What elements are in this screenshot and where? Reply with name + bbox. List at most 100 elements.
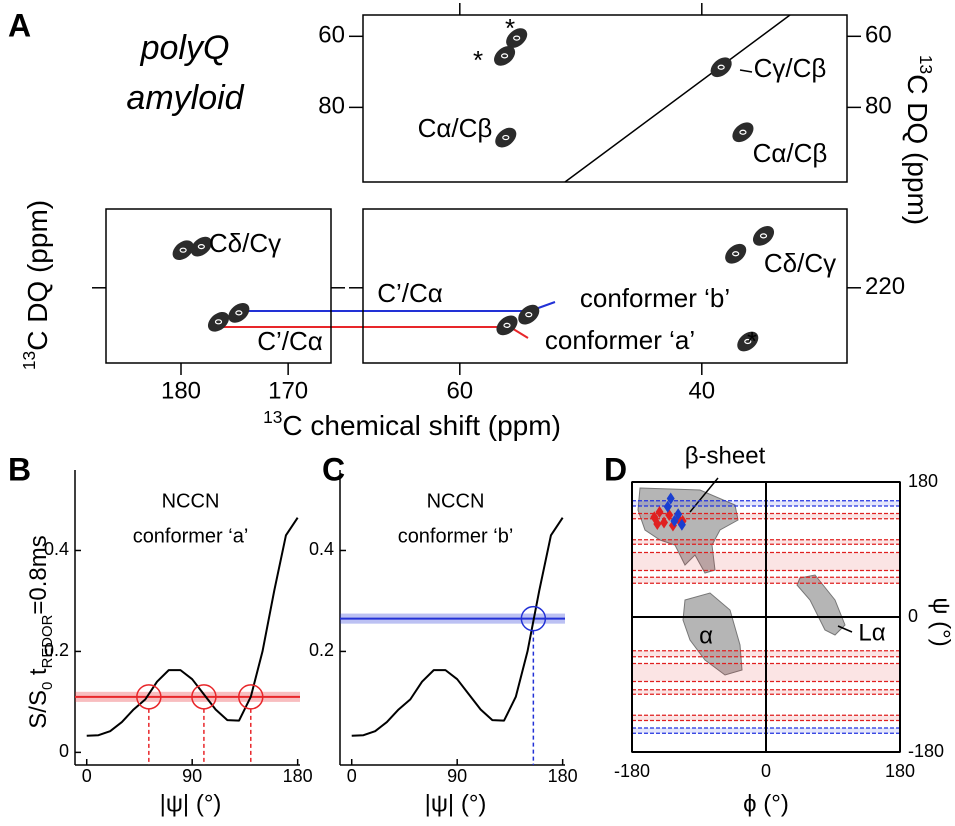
x-tick-label: 0: [82, 766, 92, 786]
peak-core: [214, 319, 223, 325]
peak-annotation: conformer ‘a’: [545, 325, 695, 355]
peak-core: [744, 338, 752, 345]
y-tick-label: 0.2: [309, 640, 334, 660]
peak-annotation: C’/Cα: [377, 278, 443, 308]
peak-core: [500, 53, 509, 59]
contour-peaks: [494, 28, 754, 148]
y-axis-label: S/S0 tREDOR=0.8ms: [25, 535, 56, 728]
y-axis-label-part: C DQ (ppm): [22, 200, 53, 351]
x-axis-label-part: C chemical shift (ppm): [282, 410, 561, 441]
peak-core: [717, 64, 725, 70]
peak-core: [513, 35, 521, 41]
peak-annotation: *: [505, 13, 515, 43]
x-tick-label: 180: [161, 377, 201, 404]
diamond: [665, 509, 674, 521]
peak: [494, 46, 516, 66]
x-axis-label-part: 13: [263, 407, 282, 427]
plot-frame: [362, 208, 848, 364]
contour-peaks: [172, 236, 250, 332]
panel-title: conformer ‘a’: [133, 525, 249, 547]
y-tick-label: 80: [865, 93, 892, 120]
x-axis-label: |ψ| (°): [160, 790, 222, 817]
peak-core: [197, 244, 205, 250]
y-axis-label-part: S/S: [25, 690, 52, 729]
diagonal-line: [564, 14, 791, 183]
region-label: Lα: [858, 619, 885, 646]
y-axis-label: ψ (°): [928, 597, 955, 646]
peak: [207, 311, 230, 332]
peak: [752, 226, 775, 246]
y-tick-label: 0.2: [44, 640, 69, 660]
x-tick-label: 180: [283, 766, 313, 786]
peak-annotation: *: [747, 326, 757, 356]
solution-circle: [191, 684, 217, 710]
peak: [506, 28, 528, 48]
alpha-region: [682, 592, 743, 676]
peak-annotation: Cδ/Cγ: [209, 228, 281, 258]
x-tick-label: 90: [182, 766, 202, 786]
y-axis-label-part: 13: [916, 55, 936, 74]
y-axis-label: 13C DQ (ppm): [19, 200, 54, 370]
diamond: [674, 508, 683, 521]
x-axis-label: |ψ| (°): [425, 790, 487, 817]
y-axis-label-part: 0: [40, 682, 56, 690]
diamond: [653, 518, 662, 530]
peak: [710, 57, 732, 78]
plot-frame: [362, 14, 848, 183]
x-tick-label: 40: [688, 377, 715, 404]
y-axis-label-part: =0.8ms: [25, 535, 52, 614]
panel-letter: B: [8, 451, 31, 487]
panel-letter: C: [322, 451, 345, 487]
y-tick-label: 0.4: [309, 539, 334, 559]
plot-frame: [105, 208, 332, 364]
y-axis-label-part: REDOR: [40, 614, 56, 668]
peak: [495, 127, 517, 148]
panel-title: amyloid: [126, 79, 244, 117]
diamond: [677, 518, 686, 531]
diamond: [663, 500, 672, 513]
peak-core: [179, 247, 187, 253]
solution-circle: [520, 605, 547, 632]
y-axis-label-part: C DQ (ppm): [902, 74, 933, 225]
peak-core: [759, 233, 768, 239]
x-axis-label: ϕ (°): [743, 790, 789, 817]
contour-peaks: [496, 226, 775, 352]
x-tick-label: 0: [761, 761, 771, 781]
x-tick-label: 90: [447, 766, 467, 786]
plot-frame: [631, 481, 901, 753]
panel-title: NCCN: [162, 490, 220, 512]
diamond: [666, 492, 675, 505]
x-axis-label: 13C chemical shift (ppm): [263, 407, 561, 442]
y-axis-label-part: t: [25, 668, 52, 682]
x-tick-label: 180: [885, 761, 915, 781]
peak-annotation: Cα/Cβ: [418, 113, 493, 143]
panel-title: polyQ: [140, 29, 230, 67]
y-tick-label: 0: [908, 606, 918, 626]
x-tick-label: -180: [614, 761, 650, 781]
peak-annotation: *: [473, 45, 483, 75]
y-axis-label-part: 13: [19, 351, 39, 370]
panel-title: conformer ‘b’: [398, 525, 514, 547]
peak-core: [739, 129, 747, 135]
leader-line: [739, 69, 753, 73]
peak-core: [235, 310, 243, 316]
peak: [725, 243, 747, 264]
peak-core: [525, 312, 533, 318]
panel-title: NCCN: [427, 490, 485, 512]
curve: [351, 517, 564, 737]
left-alpha-region: [796, 574, 846, 636]
diamond: [670, 515, 679, 527]
peak-annotation: Cα/Cβ: [753, 138, 828, 168]
solution-circle: [238, 684, 264, 710]
curve: [86, 517, 299, 737]
panel-letter: A: [8, 7, 31, 43]
region-label: α: [699, 622, 713, 649]
diamond: [655, 506, 664, 518]
peak-annotation: conformer ‘b’: [580, 283, 730, 313]
peak-annotation: Cδ/Cγ: [764, 248, 836, 278]
y-tick-label: 60: [318, 22, 345, 49]
peak-core: [503, 322, 511, 328]
